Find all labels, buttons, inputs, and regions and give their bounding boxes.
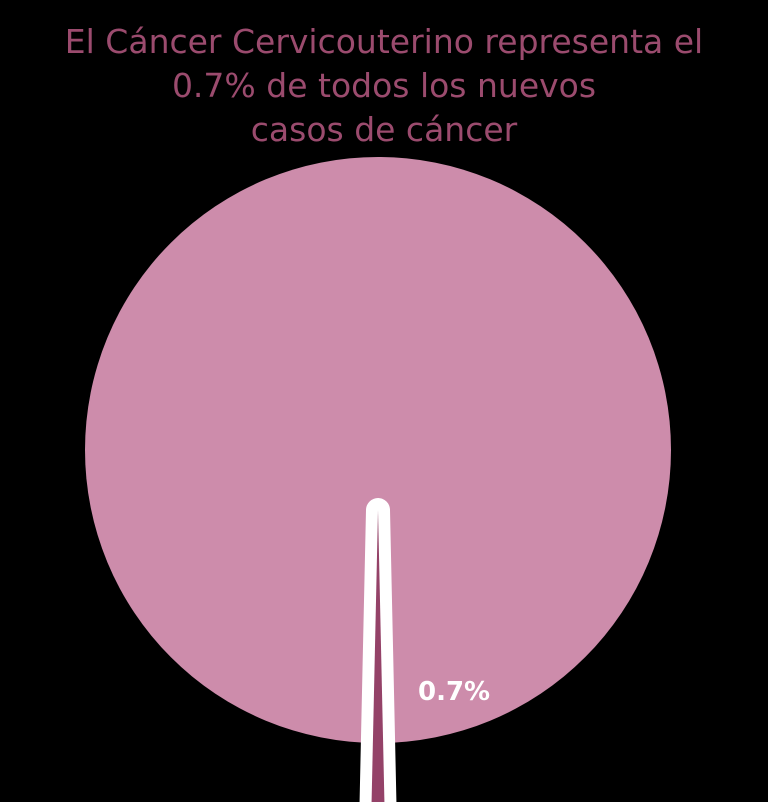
pie-slice-label: 0.7% xyxy=(418,677,490,707)
